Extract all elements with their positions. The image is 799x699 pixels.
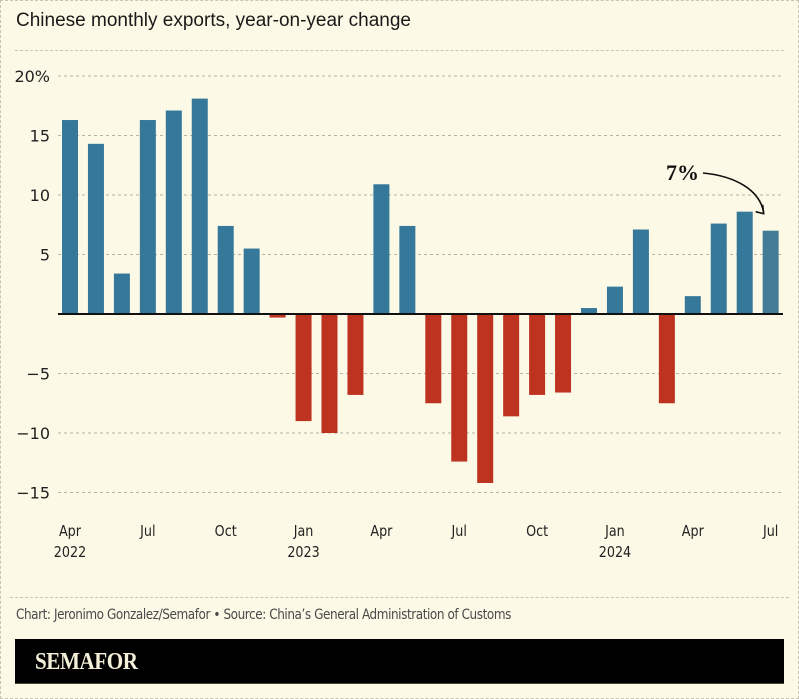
y-axis-ticks: 20% 15 10 5 −5 −10 −15 [14, 67, 50, 503]
bar-2024-06 [736, 211, 753, 314]
y-tick-label: −15 [16, 484, 50, 503]
x-tick-month: Apr [59, 523, 81, 540]
x-tick-month: Jul [139, 523, 155, 540]
brand-bar: SEMAFOR [15, 639, 784, 684]
bar-2023-04 [373, 184, 390, 314]
bar-2022-06 [113, 273, 130, 314]
y-tick-label: −5 [26, 365, 50, 384]
x-tick-year: 2024 [599, 544, 632, 561]
bar-2023-08 [477, 314, 494, 483]
bar-2024-02 [632, 229, 649, 314]
bar-2022-05 [87, 143, 104, 314]
bar-2024-03 [658, 314, 675, 404]
bar-2023-07 [451, 314, 468, 462]
bar-2023-10 [529, 314, 546, 395]
bar-2022-07 [139, 120, 156, 314]
bar-2022-08 [165, 110, 182, 314]
title-divider [15, 50, 784, 51]
x-tick-month: Apr [370, 523, 392, 540]
chart-title: Chinese monthly exports, year-on-year ch… [16, 10, 411, 31]
bar-2024-07 [762, 230, 779, 314]
arrow-head-icon [755, 204, 765, 215]
y-tick-label: 10 [30, 186, 50, 205]
bar-2023-12 [581, 308, 597, 314]
x-tick-month: Jul [762, 523, 778, 540]
bar-2024-01 [606, 286, 623, 314]
x-tick-month: Apr [682, 523, 704, 540]
bar-2022-12 [269, 314, 286, 318]
bars [62, 98, 779, 483]
annotation-arrow [702, 172, 765, 213]
bar-2023-02 [321, 314, 338, 433]
bar-2022-11 [243, 248, 260, 314]
x-axis-ticks: Apr 2022 Jul Oct Jan 2023 Apr Jul Oct Jan 2024 Apr J… [54, 523, 779, 561]
y-tick-label: 20% [14, 67, 50, 86]
x-tick-year: 2023 [287, 544, 319, 561]
bar-2022-10 [217, 225, 234, 314]
y-tick-label: 15 [30, 127, 50, 146]
bar-2024-05 [710, 223, 727, 314]
bar-2023-05 [399, 225, 416, 314]
y-tick-label: 5 [40, 246, 50, 265]
credit-divider [10, 597, 789, 598]
x-tick-month: Oct [526, 523, 549, 540]
bar-2023-01 [295, 314, 312, 422]
annotation: 7% [666, 160, 765, 215]
bar-2023-06 [425, 314, 442, 404]
x-tick-month: Jan [293, 523, 314, 540]
annotation-label: 7% [666, 160, 699, 185]
bar-2022-04 [62, 120, 78, 314]
x-tick-month: Oct [215, 523, 238, 540]
y-tick-label: −10 [16, 424, 50, 443]
x-tick-month: Jul [451, 523, 467, 540]
bar-2024-04 [684, 296, 701, 314]
source-credit: Chart: Jeronimo Gonzalez/Semafor • Sourc… [16, 607, 511, 623]
bar-2022-09 [191, 98, 208, 314]
bar-2023-11 [555, 314, 572, 393]
x-tick-month: Jan [604, 523, 625, 540]
semafor-logo[interactable]: SEMAFOR [35, 649, 138, 675]
bar-2023-09 [503, 314, 520, 417]
x-tick-year: 2022 [54, 544, 86, 561]
bar-2023-03 [347, 314, 364, 395]
